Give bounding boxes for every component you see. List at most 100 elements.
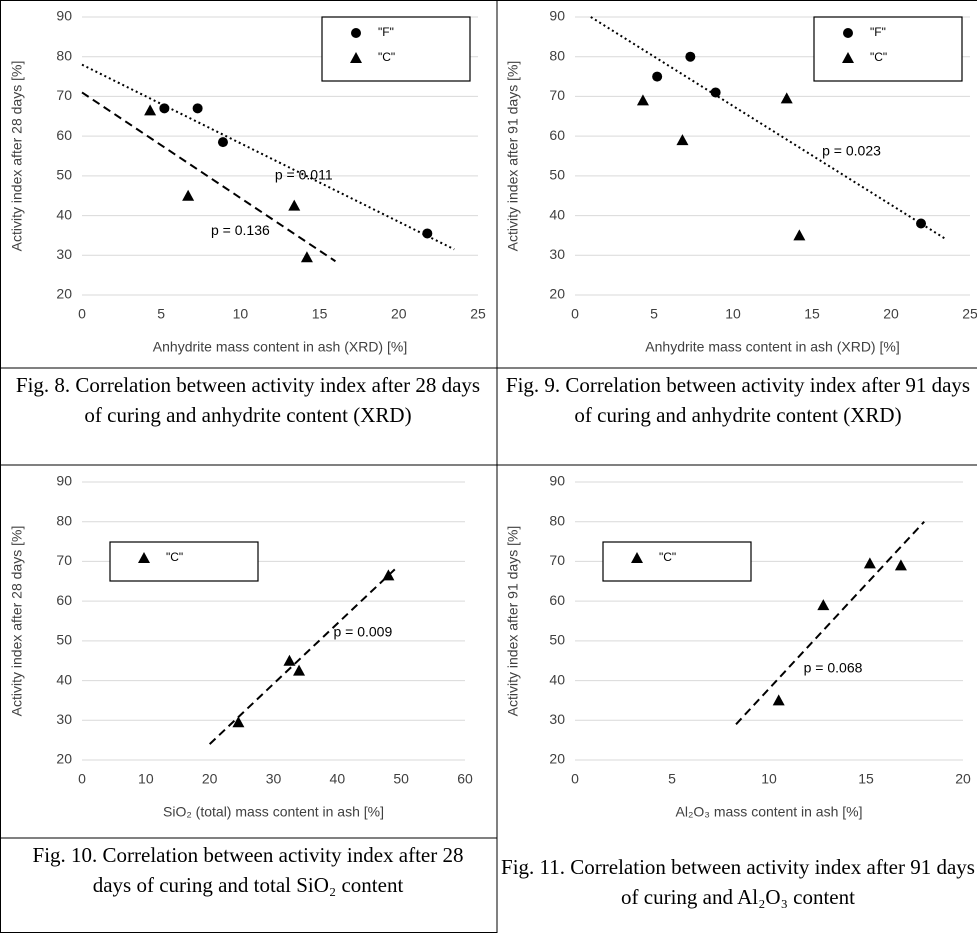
y-tick-label: 40: [549, 671, 565, 687]
y-tick-label: 90: [56, 8, 72, 24]
x-tick-label: 0: [571, 771, 579, 787]
point: [144, 104, 157, 116]
legend-label: "C": [166, 550, 183, 564]
y-tick-label: 80: [549, 47, 565, 63]
trendline: [81, 91, 336, 263]
y-tick-label: 70: [549, 87, 565, 103]
y-tick-label: 70: [56, 552, 72, 568]
annotation: p = 0.023: [822, 143, 881, 159]
y-tick-label: 50: [549, 632, 565, 648]
x-tick-label: 10: [761, 771, 777, 787]
caption: Fig. 10. Correlation between activity in…: [32, 843, 464, 897]
x-tick-label: 30: [266, 771, 282, 787]
legend-label: "F": [378, 25, 394, 39]
point: [685, 51, 696, 62]
point: [192, 103, 203, 114]
y-tick-label: 40: [56, 206, 72, 222]
point: [422, 228, 433, 239]
y-tick-label: 90: [549, 473, 565, 489]
point: [283, 654, 296, 666]
legend-marker: [350, 52, 362, 63]
y-tick-label: 20: [549, 751, 565, 767]
legend-label: "C": [378, 50, 395, 64]
point: [863, 557, 876, 569]
annotation: p = 0.011: [275, 167, 333, 183]
legend-marker: [843, 28, 853, 38]
point: [894, 559, 907, 571]
legend-label: "C": [659, 550, 676, 564]
point: [817, 599, 830, 611]
caption: Fig. 9. Correlation between activity ind…: [505, 373, 971, 427]
y-tick-label: 40: [549, 206, 565, 222]
point: [772, 694, 785, 706]
y-tick-label: 20: [549, 286, 565, 302]
point: [636, 94, 649, 106]
legend-box: [602, 541, 752, 582]
trendline: [208, 568, 396, 745]
y-tick-label: 60: [549, 127, 565, 143]
x-tick-label: 25: [470, 306, 486, 322]
x-tick-label: 20: [955, 771, 971, 787]
point: [652, 71, 663, 82]
point: [159, 103, 170, 114]
y-tick-label: 70: [549, 552, 565, 568]
y-tick-label: 80: [56, 47, 72, 63]
caption: Fig. 8. Correlation between activity ind…: [15, 373, 481, 427]
y-tick-label: 60: [549, 592, 565, 608]
y-axis-label: Activity index after 91 days [%]: [505, 61, 521, 252]
annotation: p = 0.136: [211, 222, 270, 238]
x-tick-label: 60: [457, 771, 473, 787]
x-tick-label: 5: [157, 306, 165, 322]
y-tick-label: 60: [56, 592, 72, 608]
point: [916, 218, 927, 229]
y-tick-label: 30: [56, 711, 72, 727]
legend-label: "F": [870, 25, 886, 39]
y-tick-label: 40: [56, 671, 72, 687]
x-tick-label: 0: [571, 306, 579, 322]
caption: Fig. 11. Correlation between activity in…: [501, 855, 975, 909]
y-tick-label: 30: [549, 711, 565, 727]
x-tick-label: 10: [138, 771, 154, 787]
point: [300, 251, 313, 263]
x-tick-label: 15: [312, 306, 328, 322]
y-tick-label: 60: [56, 127, 72, 143]
y-tick-label: 90: [549, 8, 565, 24]
point: [293, 664, 306, 676]
legend-box: [321, 16, 471, 82]
legend-marker: [842, 52, 854, 63]
y-tick-label: 80: [549, 512, 565, 528]
y-axis-label: Activity index after 91 days [%]: [505, 526, 521, 717]
x-axis-label: Anhydrite mass content in ash (XRD) [%]: [153, 339, 407, 355]
annotation: p = 0.009: [333, 624, 392, 640]
x-tick-label: 50: [393, 771, 409, 787]
y-tick-label: 30: [56, 246, 72, 262]
point: [288, 199, 301, 211]
annotation: p = 0.068: [804, 659, 863, 675]
point: [182, 189, 195, 201]
y-tick-label: 90: [56, 473, 72, 489]
legend-box: [813, 16, 963, 82]
y-tick-label: 80: [56, 512, 72, 528]
x-tick-label: 20: [202, 771, 218, 787]
x-axis-label: Anhydrite mass content in ash (XRD) [%]: [645, 339, 899, 355]
legend-marker: [631, 552, 643, 563]
x-tick-label: 15: [858, 771, 874, 787]
point: [780, 92, 793, 104]
legend-box: [109, 541, 259, 582]
point: [232, 716, 245, 728]
x-tick-label: 0: [78, 771, 86, 787]
trendline: [81, 63, 455, 251]
point: [710, 87, 721, 98]
x-tick-label: 40: [330, 771, 346, 787]
point: [382, 569, 395, 581]
legend-marker: [138, 552, 150, 563]
y-tick-label: 30: [549, 246, 565, 262]
x-tick-label: 25: [962, 306, 977, 322]
trendline: [735, 521, 925, 725]
x-axis-label: SiO₂ (total) mass content in ash [%]: [163, 804, 384, 820]
y-tick-label: 70: [56, 87, 72, 103]
x-tick-label: 0: [78, 306, 86, 322]
